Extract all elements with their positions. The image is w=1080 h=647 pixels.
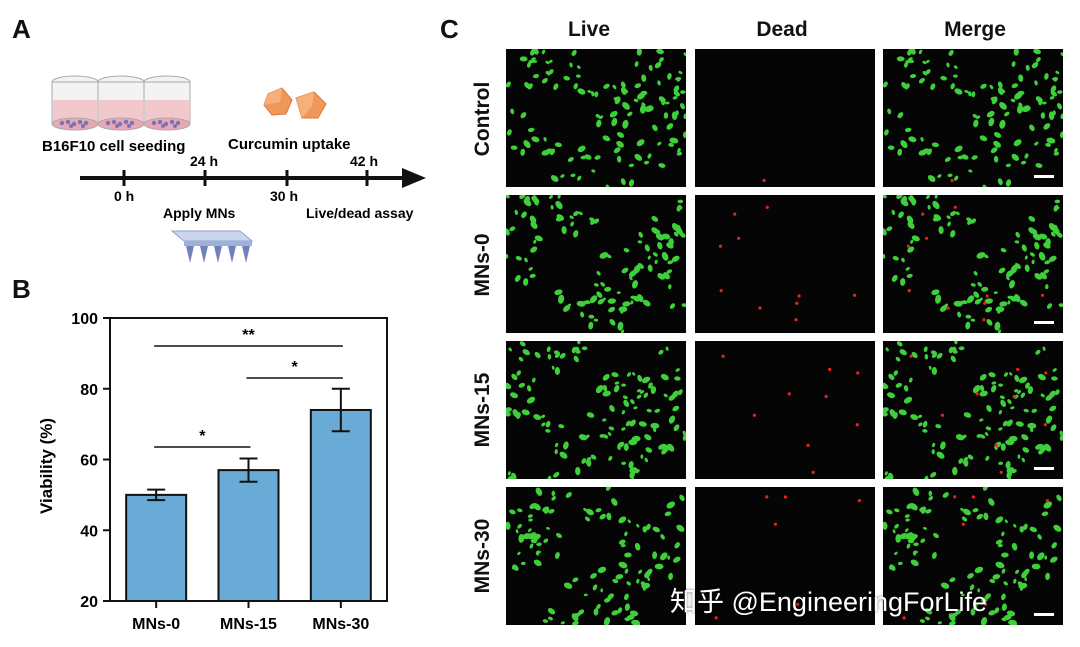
panel-c-letter: C — [440, 14, 459, 44]
panel-a-timeline-diagram: B16F10 cell seeding Curcumin uptake 0 h … — [42, 75, 426, 263]
panel-b-letter: B — [12, 274, 31, 304]
cell-seeding-label: B16F10 cell seeding — [42, 138, 185, 155]
time-label-0h: 0 h — [114, 188, 134, 204]
time-label-42h: 42 h — [350, 153, 378, 169]
curcumin-uptake-label: Curcumin uptake — [228, 136, 351, 153]
micrograph-mns-15-dead — [695, 341, 875, 479]
y-tick-label: 20 — [80, 594, 98, 611]
culture-dish-icon — [97, 75, 145, 131]
y-axis-label: Viability (%) — [37, 418, 56, 514]
x-tick-label: MNs-30 — [312, 616, 369, 633]
row-label-mns-0: MNs-0 — [471, 233, 494, 297]
column-header-merge: Merge — [944, 18, 1006, 41]
culture-dish-icon — [51, 75, 99, 131]
apply-mns-label: Apply MNs — [163, 205, 236, 221]
bar-mns-0 — [125, 493, 188, 602]
bar-mns-15 — [217, 469, 280, 602]
y-tick-label: 60 — [80, 453, 98, 470]
timeline-ticks — [122, 170, 369, 186]
row-label-mns-15: MNs-15 — [471, 372, 494, 448]
row-label-mns-30: MNs-30 — [471, 518, 494, 594]
panel-a-letter: A — [12, 14, 31, 44]
time-label-24h: 24 h — [190, 153, 218, 169]
micrograph-mns-30-live — [506, 487, 686, 625]
micrograph-mns-30-merge — [883, 487, 1063, 625]
timeline-arrowhead — [402, 168, 426, 188]
live-dead-assay-label: Live/dead assay — [306, 205, 414, 221]
scale-bar — [1034, 175, 1054, 178]
column-header-dead: Dead — [756, 18, 808, 41]
y-tick-label: 40 — [80, 523, 98, 540]
x-tick-label: MNs-15 — [220, 616, 277, 633]
microneedle-patch-icon — [170, 230, 254, 263]
row-label-control: Control — [471, 81, 494, 157]
micrograph-control-merge — [883, 49, 1063, 187]
micrograph-mns-0-merge — [883, 195, 1063, 333]
y-tick-label: 100 — [71, 311, 98, 328]
x-tick-label: MNs-0 — [132, 616, 180, 633]
significance-marker: * — [292, 359, 299, 376]
significance-marker: ** — [242, 327, 255, 344]
column-header-live: Live — [567, 18, 611, 41]
micrograph-mns-15-live — [506, 341, 686, 479]
micrograph-control-dead — [695, 49, 875, 187]
micrograph-mns-15-merge — [883, 341, 1063, 479]
scale-bar — [1034, 613, 1054, 616]
scale-bar — [1034, 467, 1054, 470]
time-label-30h: 30 h — [270, 188, 298, 204]
micrograph-mns-0-dead — [695, 195, 875, 333]
scale-bar — [1034, 321, 1054, 324]
y-tick-label: 80 — [80, 382, 98, 399]
micrograph-control-live — [506, 49, 686, 187]
significance-marker: * — [199, 428, 206, 445]
bar-mns-30 — [309, 408, 372, 602]
watermark-text: 知乎 @EngineeringForLife — [670, 587, 988, 617]
culture-dish-icon — [143, 75, 191, 131]
micrograph-mns-30-dead — [695, 487, 875, 625]
micrograph-mns-0-live — [506, 195, 686, 333]
curcumin-crystal-icon — [263, 87, 327, 119]
